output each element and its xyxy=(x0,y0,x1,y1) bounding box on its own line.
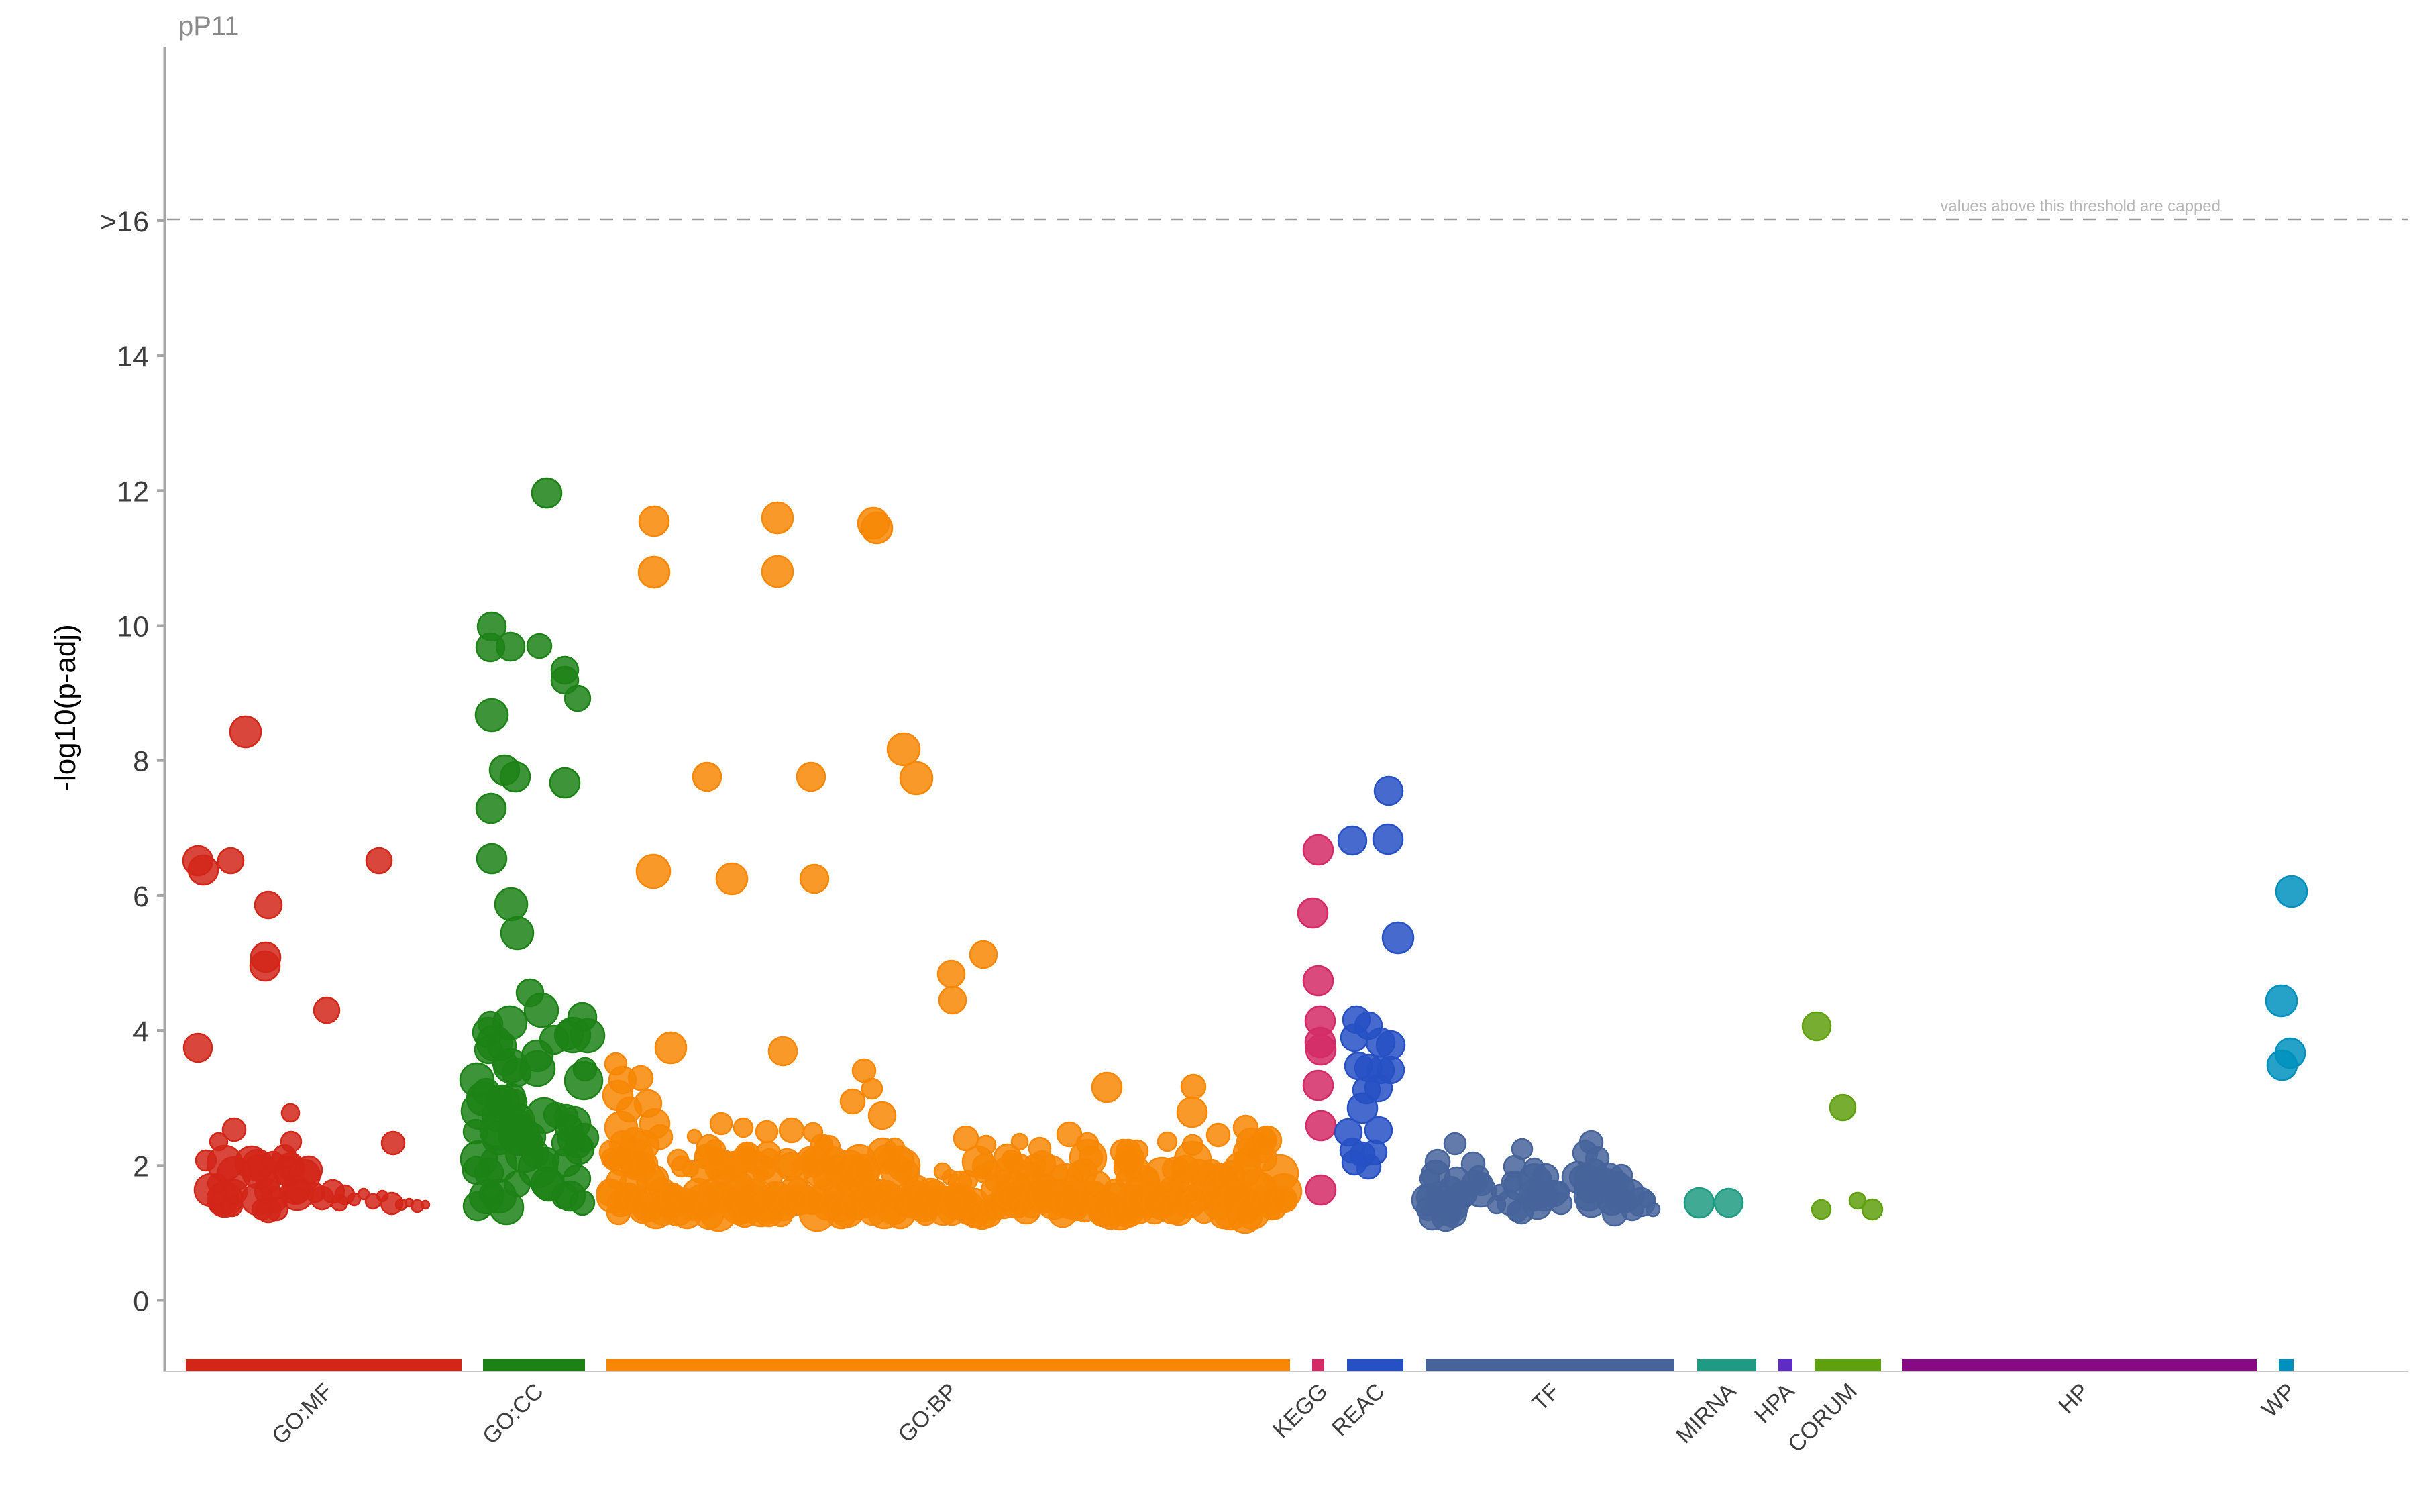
svg-text:>16: >16 xyxy=(100,206,149,238)
svg-text:12: 12 xyxy=(117,476,149,508)
svg-text:2: 2 xyxy=(133,1150,149,1183)
svg-text:pP11: pP11 xyxy=(178,11,239,41)
svg-text:-log10(p-adj): -log10(p-adj) xyxy=(49,624,82,791)
svg-text:10: 10 xyxy=(117,611,149,643)
svg-text:8: 8 xyxy=(133,746,149,778)
svg-text:14: 14 xyxy=(117,341,149,373)
svg-text:4: 4 xyxy=(133,1016,149,1048)
svg-text:values above this threshold ar: values above this threshold are capped xyxy=(1940,197,2220,215)
svg-text:0: 0 xyxy=(133,1286,149,1318)
svg-text:6: 6 xyxy=(133,881,149,913)
